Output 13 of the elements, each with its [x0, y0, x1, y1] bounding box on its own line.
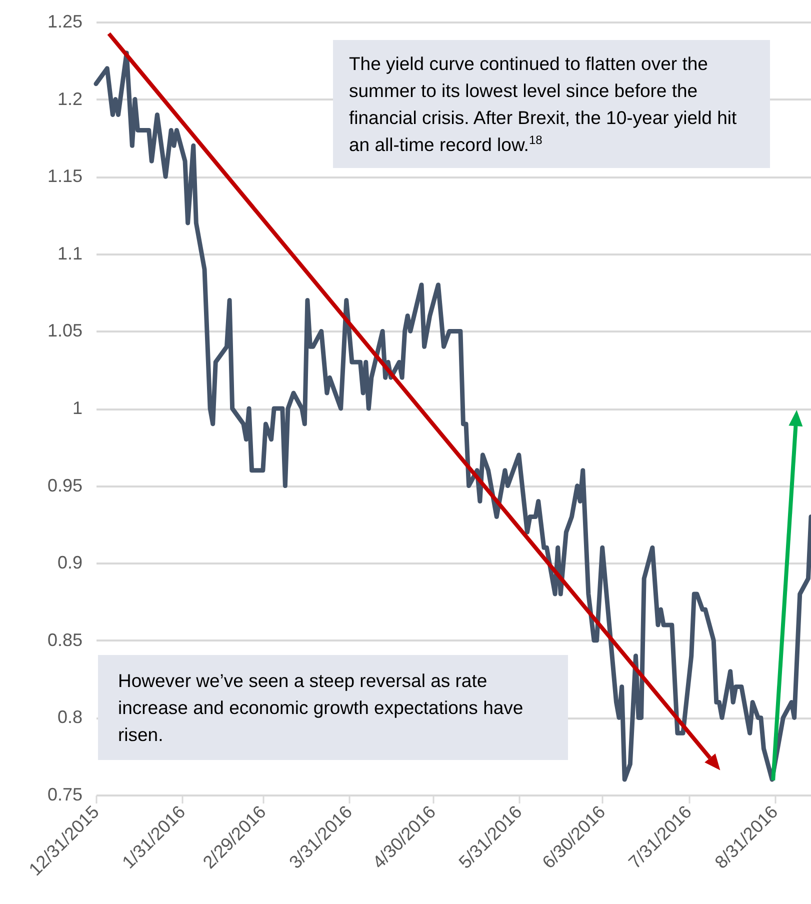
- callout-box: However we’ve seen a steep reversal as rate increase and economic growth expectations have risen.: [98, 655, 568, 760]
- y-tick-label: 0.95: [47, 475, 82, 496]
- y-tick-label: 1.25: [47, 12, 82, 32]
- y-tick-label: 1: [72, 398, 82, 418]
- y-tick-label: 0.75: [47, 784, 82, 804]
- callout-box: The yield curve continued to flatten over the summer to its lowest level since before the financial crisis. After Brexit, the 10-year yield hit an all-time record low.$^{18}$: [333, 40, 770, 168]
- y-tick-label: 1.2: [57, 88, 82, 109]
- y-tick-label: 0.8: [57, 707, 82, 728]
- y-tick-label: 0.85: [47, 630, 82, 650]
- y-tick-label: 1.1: [57, 243, 82, 264]
- y-tick-label: 1.15: [47, 166, 82, 186]
- y-tick-label: 1.05: [47, 320, 82, 341]
- y-tick-label: 0.9: [57, 552, 82, 573]
